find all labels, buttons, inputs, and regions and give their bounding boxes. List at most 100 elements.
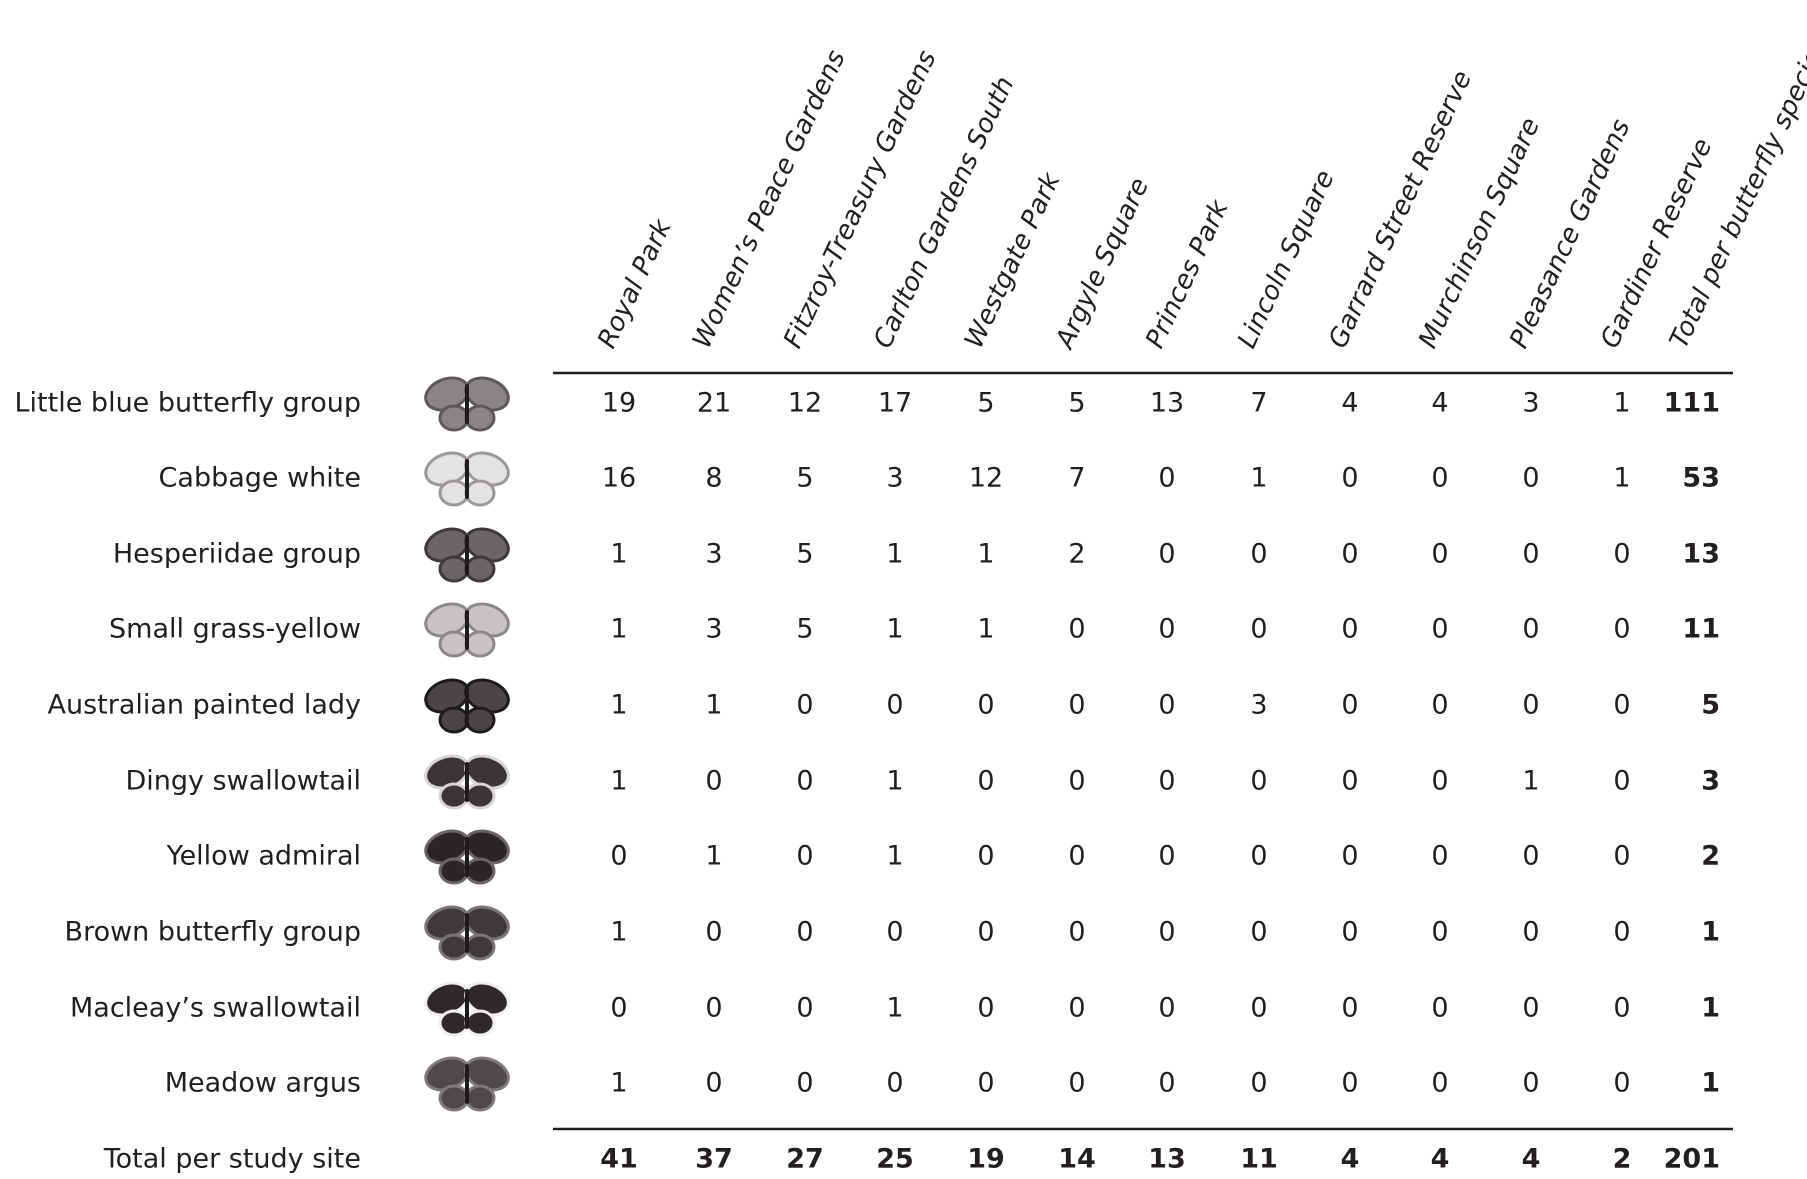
- row-total: 11: [1682, 614, 1720, 645]
- cell: 4: [1431, 388, 1448, 419]
- wing: [464, 1009, 496, 1037]
- cell: 7: [1068, 463, 1085, 494]
- footer-cell: 25: [876, 1144, 914, 1175]
- body: [465, 837, 469, 877]
- cell: 0: [1431, 1068, 1448, 1099]
- cell: 0: [1431, 766, 1448, 797]
- cell: 0: [796, 917, 813, 948]
- cell: 7: [1250, 388, 1267, 419]
- cell: 0: [1068, 917, 1085, 948]
- cell: 0: [796, 766, 813, 797]
- wing: [438, 933, 470, 961]
- wing: [464, 479, 496, 507]
- footer-cell: 13: [1148, 1144, 1186, 1175]
- cell: 0: [1158, 917, 1175, 948]
- cell: 0: [977, 766, 994, 797]
- footer-cell: 19: [967, 1144, 1005, 1175]
- cell: 0: [1250, 841, 1267, 872]
- cell: 0: [1431, 690, 1448, 721]
- cell: 0: [705, 917, 722, 948]
- cell: 0: [1341, 841, 1358, 872]
- body: [465, 762, 469, 802]
- cell: 0: [1341, 1068, 1358, 1099]
- cell: 3: [705, 539, 722, 570]
- cell: 0: [1341, 539, 1358, 570]
- cell: 1: [886, 614, 903, 645]
- footer-cell: 4: [1431, 1144, 1450, 1175]
- row-label: Meadow argus: [165, 1068, 361, 1099]
- grand-total: 201: [1664, 1144, 1720, 1175]
- cell: 0: [1613, 766, 1630, 797]
- cell: 0: [1613, 917, 1630, 948]
- cell: 0: [1613, 841, 1630, 872]
- cell: 0: [1613, 539, 1630, 570]
- butterfly-icon: [424, 1056, 510, 1112]
- cell: 0: [1068, 690, 1085, 721]
- butterfly-icon: [424, 602, 510, 658]
- cell: 0: [1613, 690, 1630, 721]
- cell: 1: [705, 841, 722, 872]
- cell: 0: [1431, 993, 1448, 1024]
- cell: 0: [1250, 1068, 1267, 1099]
- wing: [438, 782, 470, 810]
- wing: [464, 404, 496, 432]
- row-total: 111: [1664, 388, 1720, 419]
- cell: 19: [602, 388, 636, 419]
- row-total: 53: [1682, 463, 1720, 494]
- cell: 3: [886, 463, 903, 494]
- cell: 0: [796, 841, 813, 872]
- row-label: Macleay’s swallowtail: [70, 993, 361, 1024]
- butterfly-icon: [424, 451, 510, 507]
- row-total: 3: [1701, 766, 1720, 797]
- butterfly-icon: [424, 527, 510, 583]
- cell: 0: [1158, 539, 1175, 570]
- cell: 0: [886, 1068, 903, 1099]
- footer-cell: 2: [1613, 1144, 1632, 1175]
- cell: 0: [1431, 614, 1448, 645]
- body: [465, 459, 469, 499]
- cell: 17: [878, 388, 912, 419]
- row-label: Yellow admiral: [166, 841, 361, 872]
- cell: 0: [1522, 1068, 1539, 1099]
- cell: 0: [1341, 614, 1358, 645]
- cell: 0: [1613, 1068, 1630, 1099]
- butterfly-icon: [424, 905, 510, 961]
- row-total: 1: [1701, 917, 1720, 948]
- row-total: 1: [1701, 993, 1720, 1024]
- body: [465, 913, 469, 953]
- cell: 0: [1068, 766, 1085, 797]
- cell: 0: [1613, 993, 1630, 1024]
- cell: 0: [796, 993, 813, 1024]
- wing: [464, 630, 496, 658]
- body: [465, 1064, 469, 1104]
- footer-cell: 11: [1240, 1144, 1278, 1175]
- cell: 0: [1158, 463, 1175, 494]
- row-label: Brown butterfly group: [65, 917, 361, 948]
- row-label: Small grass-yellow: [109, 614, 361, 645]
- cell: 0: [1341, 993, 1358, 1024]
- cell: 1: [886, 766, 903, 797]
- wing: [438, 404, 470, 432]
- butterfly-icon: [424, 829, 510, 885]
- body: [465, 989, 469, 1029]
- wing: [438, 630, 470, 658]
- butterfly-icon: [424, 981, 510, 1037]
- cell: 0: [886, 917, 903, 948]
- cell: 21: [697, 388, 731, 419]
- cell: 0: [1250, 539, 1267, 570]
- cell: 8: [705, 463, 722, 494]
- footer-cell: 27: [786, 1144, 824, 1175]
- cell: 1: [610, 614, 627, 645]
- cell: 13: [1150, 388, 1184, 419]
- cell: 0: [1250, 993, 1267, 1024]
- cell: 0: [1068, 993, 1085, 1024]
- footer-cell: 4: [1522, 1144, 1541, 1175]
- cell: 1: [1613, 463, 1630, 494]
- cell: 0: [1158, 690, 1175, 721]
- row-total: 5: [1701, 690, 1720, 721]
- cell: 0: [1431, 463, 1448, 494]
- cell: 0: [886, 690, 903, 721]
- cell: 0: [1522, 614, 1539, 645]
- cell: 0: [796, 690, 813, 721]
